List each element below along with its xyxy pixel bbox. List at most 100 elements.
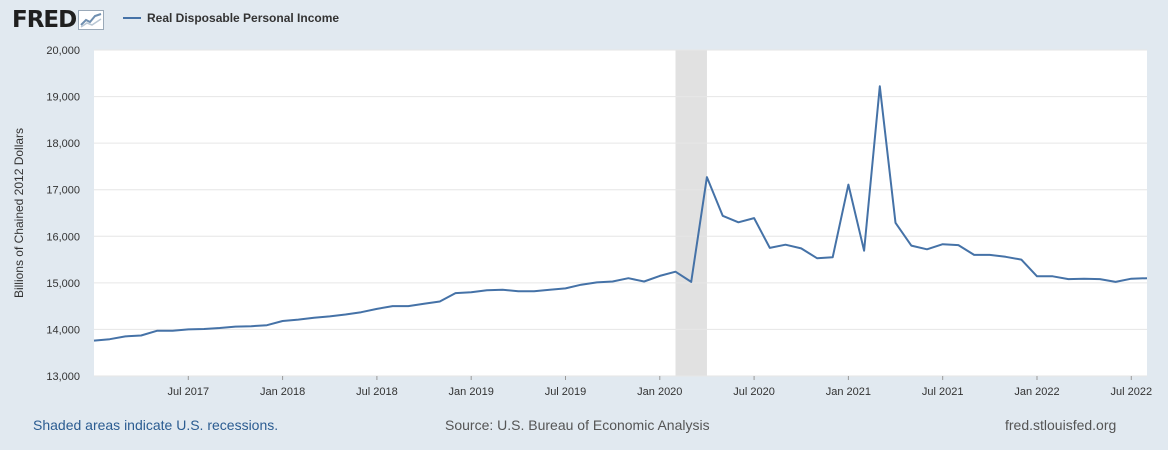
x-tick-label: Jan 2018 <box>260 386 305 398</box>
data-point[interactable] <box>1065 276 1071 282</box>
source-note: Source: U.S. Bureau of Economic Analysis <box>445 417 710 433</box>
x-tick-label: Jul 2022 <box>1110 386 1152 398</box>
y-axis-title: Billions of Chained 2012 Dollars <box>12 128 26 298</box>
data-point[interactable] <box>830 254 836 260</box>
x-axis-ticks: Jul 2017 Jan 2018 Jul 2018 Jan 2019 Jul 2019… <box>168 376 1152 398</box>
data-point[interactable] <box>138 332 144 338</box>
data-point[interactable] <box>217 325 223 331</box>
data-point[interactable] <box>122 333 128 339</box>
data-point[interactable] <box>1113 279 1119 285</box>
data-point[interactable] <box>1034 273 1040 279</box>
data-point[interactable] <box>1081 276 1087 282</box>
data-point[interactable] <box>248 323 254 329</box>
recession-note-link[interactable]: Shaded areas indicate U.S. recessions. <box>33 417 279 433</box>
y-tick-label: 19,000 <box>46 92 80 104</box>
data-point[interactable] <box>673 269 679 275</box>
data-point[interactable] <box>1050 273 1056 279</box>
data-point[interactable] <box>924 246 930 252</box>
data-point[interactable] <box>405 303 411 309</box>
data-point[interactable] <box>594 279 600 285</box>
legend-label: Real Disposable Personal Income <box>147 11 340 25</box>
data-point[interactable] <box>295 317 301 323</box>
line-chart: 13,000 14,000 15,000 16,000 17,000 18,000 19,0… <box>12 45 1152 398</box>
x-tick-label: Jul 2021 <box>922 386 964 398</box>
data-point[interactable] <box>908 243 914 249</box>
series-line-real-disposable-personal-income <box>93 85 1148 342</box>
data-point[interactable] <box>1097 276 1103 282</box>
fred-chart-icon <box>78 10 105 30</box>
data-point[interactable] <box>940 241 946 247</box>
data-point[interactable] <box>1018 257 1024 263</box>
y-tick-label: 15,000 <box>46 278 80 290</box>
data-point[interactable] <box>185 326 191 332</box>
data-point[interactable] <box>500 287 506 293</box>
data-point[interactable] <box>468 289 474 295</box>
data-point[interactable] <box>845 182 851 188</box>
data-point[interactable] <box>358 309 364 315</box>
data-point[interactable] <box>971 252 977 258</box>
data-point[interactable] <box>798 245 804 251</box>
x-tick-label: Jul 2020 <box>733 386 775 398</box>
data-point[interactable] <box>1144 275 1150 281</box>
data-point[interactable] <box>374 306 380 312</box>
legend-swatch <box>123 17 141 19</box>
data-point[interactable] <box>767 245 773 251</box>
x-tick-label: Jan 2020 <box>637 386 682 398</box>
x-tick-label: Jul 2017 <box>168 386 210 398</box>
data-point[interactable] <box>955 242 961 248</box>
data-point[interactable] <box>657 273 663 279</box>
data-point[interactable] <box>625 275 631 281</box>
data-point[interactable] <box>515 288 521 294</box>
x-tick-label: Jan 2019 <box>449 386 494 398</box>
data-point[interactable] <box>201 326 207 332</box>
data-point[interactable] <box>484 287 490 293</box>
data-point[interactable] <box>264 322 270 328</box>
x-tick-label: Jul 2019 <box>545 386 587 398</box>
data-point[interactable] <box>562 285 568 291</box>
x-tick-label: Jan 2021 <box>826 386 871 398</box>
data-point[interactable] <box>578 282 584 288</box>
data-point[interactable] <box>232 324 238 330</box>
data-point[interactable] <box>893 220 899 226</box>
data-point[interactable] <box>547 287 553 293</box>
data-point[interactable] <box>641 278 647 284</box>
data-point[interactable] <box>421 301 427 307</box>
data-point[interactable] <box>452 290 458 296</box>
fred-logo[interactable]: FRED <box>12 6 105 34</box>
data-point[interactable] <box>154 328 160 334</box>
data-point[interactable] <box>735 219 741 225</box>
data-point[interactable] <box>751 215 757 221</box>
data-point[interactable] <box>688 279 694 285</box>
data-point[interactable] <box>531 288 537 294</box>
data-point[interactable] <box>987 252 993 258</box>
logo-text: FRED <box>12 7 77 33</box>
site-url[interactable]: fred.stlouisfed.org <box>1005 417 1117 433</box>
x-tick-label: Jul 2018 <box>356 386 398 398</box>
data-point[interactable] <box>107 336 113 342</box>
data-point[interactable] <box>91 338 97 344</box>
chart-legend: Real Disposable Personal Income <box>123 11 339 25</box>
data-point[interactable] <box>783 242 789 248</box>
data-point[interactable] <box>170 328 176 334</box>
y-tick-label: 16,000 <box>46 231 80 243</box>
data-point[interactable] <box>704 174 710 180</box>
data-point[interactable] <box>814 255 820 261</box>
data-point[interactable] <box>877 83 883 89</box>
data-point[interactable] <box>720 213 726 219</box>
data-point[interactable] <box>610 278 616 284</box>
data-point[interactable] <box>327 313 333 319</box>
data-point[interactable] <box>390 303 396 309</box>
y-tick-label: 20,000 <box>46 45 80 57</box>
data-point[interactable] <box>280 318 286 324</box>
data-point[interactable] <box>342 312 348 318</box>
y-tick-label: 17,000 <box>46 185 80 197</box>
data-point[interactable] <box>1003 254 1009 260</box>
data-point[interactable] <box>311 315 317 321</box>
data-point[interactable] <box>1128 276 1134 282</box>
data-point[interactable] <box>861 248 867 254</box>
grid-layer <box>94 49 1147 377</box>
x-tick-label: Jan 2022 <box>1014 386 1059 398</box>
data-point[interactable] <box>437 298 443 304</box>
y-tick-label: 14,000 <box>46 324 80 336</box>
plot-area <box>94 50 1147 376</box>
